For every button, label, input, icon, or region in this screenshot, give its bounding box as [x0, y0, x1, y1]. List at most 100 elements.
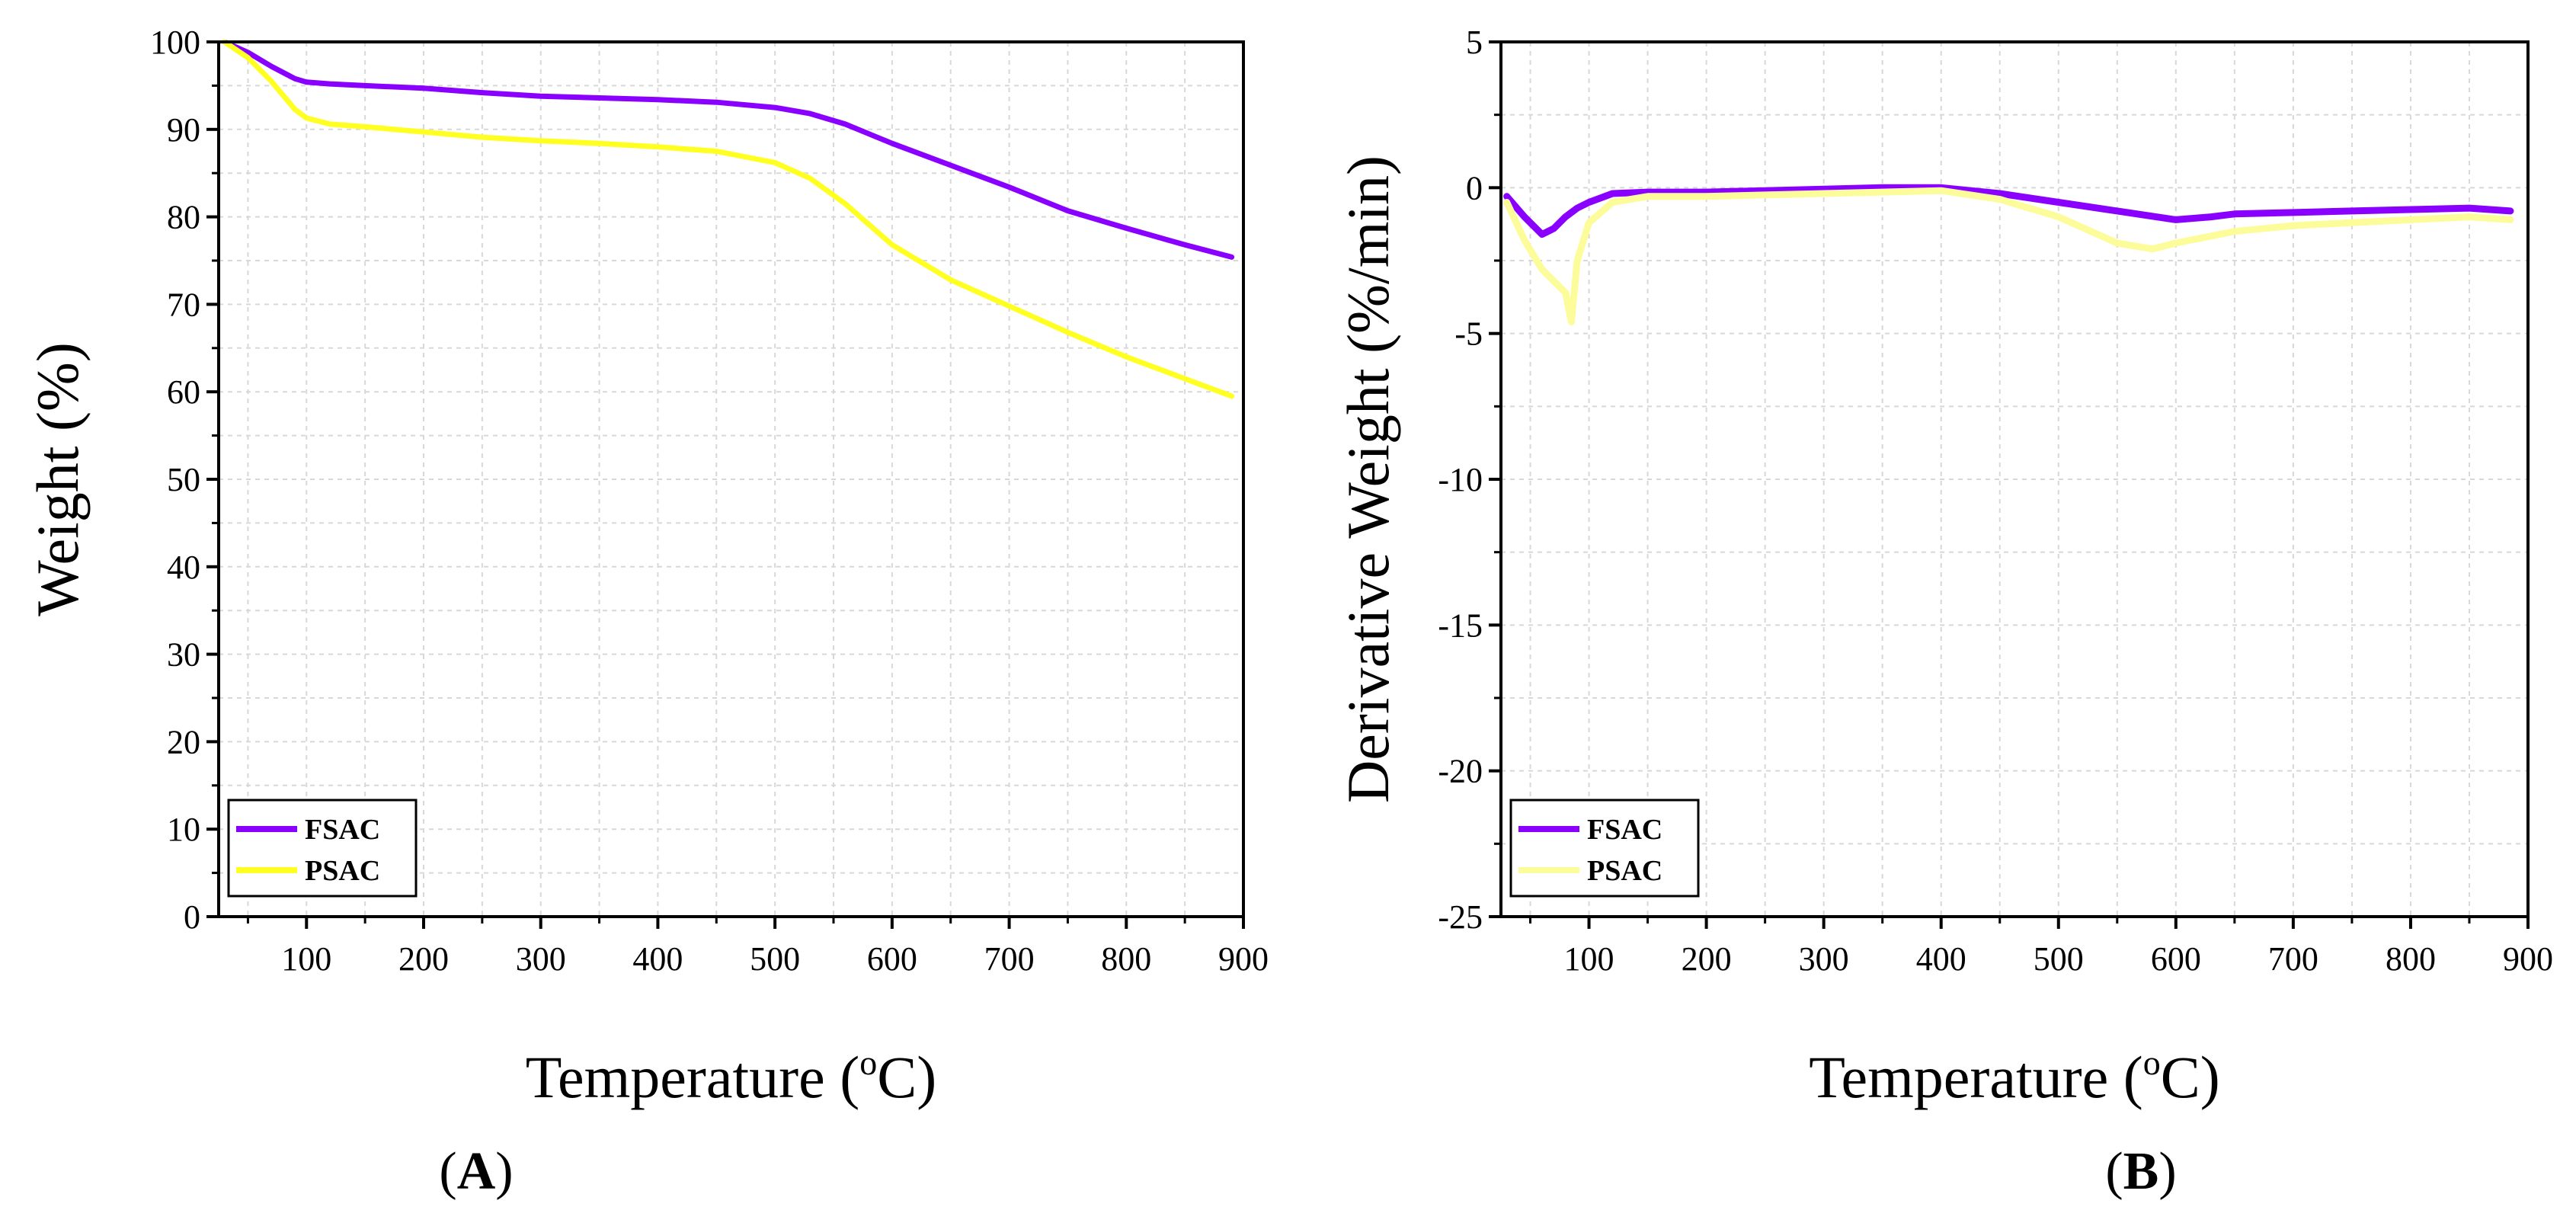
panel-b-y-axis-title: Derivative Weight (%/min)	[1335, 155, 1401, 803]
data-point-psac	[714, 149, 719, 154]
data-point-fsac	[1539, 232, 1544, 237]
data-point-fsac	[948, 162, 953, 168]
data-point-fsac	[1229, 254, 1234, 260]
data-point-psac	[245, 55, 251, 60]
data-point-fsac	[2209, 214, 2214, 219]
data-point-fsac	[2056, 200, 2061, 205]
x-tick-label: 500	[2034, 940, 2084, 978]
series-line-psac	[1503, 187, 2514, 325]
data-point-psac	[292, 107, 297, 112]
y-tick-label: 30	[167, 636, 200, 674]
x-tick-label: 900	[1218, 940, 1269, 978]
panel-a-grid	[219, 41, 1244, 917]
panel-a-label: (A)	[439, 1142, 513, 1201]
data-point-fsac	[1006, 184, 1012, 190]
panel-b-x-axis-title-end: C)	[2161, 1044, 2220, 1110]
x-tick-label: 400	[632, 940, 683, 978]
y-tick-label: 80	[167, 199, 200, 236]
y-tick-label: 70	[167, 286, 200, 323]
data-point-psac	[1938, 188, 1944, 194]
data-point-fsac	[1124, 226, 1129, 231]
x-tick-label: 800	[2386, 940, 2436, 978]
x-tick-label: 300	[1799, 940, 1849, 978]
data-point-psac	[2114, 241, 2120, 246]
data-point-fsac	[1575, 206, 1580, 211]
data-point-psac	[1124, 354, 1129, 360]
y-tick-label: 50	[167, 461, 200, 498]
x-tick-label: 800	[1101, 940, 1151, 978]
x-tick-label: 700	[2268, 940, 2318, 978]
data-point-psac	[889, 242, 894, 248]
x-tick-label: 900	[2503, 940, 2553, 978]
data-point-psac	[655, 144, 661, 149]
data-point-psac	[1704, 194, 1709, 199]
data-point-psac	[2466, 214, 2472, 219]
panel-b-legend: FSAC PSAC	[1509, 799, 1700, 898]
data-point-psac	[1504, 200, 1509, 205]
data-point-fsac	[773, 105, 778, 110]
data-point-psac	[1610, 200, 1615, 205]
panel-a-x-axis-title-sup: o	[859, 1043, 877, 1082]
legend-box	[227, 799, 418, 898]
panel-a: 100 200 300 400 500 600 700 800 900 0 10 20 30 40 50 60…	[24, 24, 1269, 1201]
panel-b-ticks: 100 200 300 400 500 600 700 800 900 -25 -20 -15 -10 -…	[1438, 24, 2553, 978]
x-tick-label: 700	[984, 940, 1035, 978]
data-point-fsac	[1065, 208, 1070, 213]
data-point-psac	[773, 160, 778, 165]
y-tick-label: 0	[184, 898, 200, 936]
data-point-fsac	[597, 95, 602, 101]
panel-a-legend: FSAC PSAC	[227, 799, 418, 898]
data-point-psac	[2290, 223, 2296, 229]
legend-label-psac: PSAC	[1587, 855, 1662, 887]
data-point-fsac	[2466, 206, 2472, 211]
data-point-psac	[1006, 303, 1012, 309]
data-point-psac	[328, 121, 333, 126]
series-line-psac	[222, 39, 1235, 399]
x-tick-label: 300	[516, 940, 566, 978]
y-tick-label: -20	[1438, 753, 1483, 790]
panel-b: 100 200 300 400 500 600 700 800 900 -25 -20 -15 -10 -…	[1335, 24, 2553, 1201]
data-point-psac	[1182, 376, 1188, 381]
data-point-fsac	[714, 100, 719, 105]
data-point-psac	[948, 277, 953, 283]
data-point-psac	[1821, 190, 1826, 196]
data-point-fsac	[1504, 194, 1509, 199]
data-point-fsac	[808, 111, 813, 117]
data-point-fsac	[1610, 190, 1615, 196]
legend-box	[1509, 799, 1700, 898]
data-point-psac	[2408, 217, 2413, 222]
data-point-psac	[1539, 267, 1544, 272]
panel-a-x-axis-title: Temperature (oC)	[526, 1043, 936, 1110]
data-point-fsac	[421, 85, 426, 91]
data-point-fsac	[1182, 242, 1188, 248]
panel-a-ticks: 100 200 300 400 500 600 700 800 900 0 10 20 30 40 50 60…	[150, 24, 1269, 978]
data-point-fsac	[304, 79, 309, 85]
data-point-psac	[1065, 330, 1070, 335]
panel-b-x-axis-title-sup: o	[2143, 1043, 2161, 1082]
data-point-psac	[421, 130, 426, 135]
data-point-fsac	[363, 83, 368, 88]
data-point-fsac	[2507, 208, 2513, 213]
y-tick-label: -25	[1438, 898, 1483, 936]
data-point-psac	[2507, 217, 2513, 222]
panel-a-series	[222, 39, 1235, 399]
data-point-psac	[2232, 229, 2237, 234]
data-point-psac	[1997, 197, 2002, 202]
x-tick-label: 100	[1564, 940, 1614, 978]
legend-label-psac: PSAC	[305, 855, 380, 887]
data-point-psac	[538, 138, 543, 143]
data-point-fsac	[1586, 200, 1592, 205]
panel-a-x-axis-title-start: Temperature (	[526, 1044, 859, 1110]
y-tick-label: -10	[1438, 461, 1483, 498]
data-point-fsac	[1551, 226, 1557, 231]
x-tick-label: 500	[750, 940, 800, 978]
data-point-psac	[1880, 190, 1885, 195]
series-line-fsac	[222, 39, 1235, 260]
data-point-psac	[843, 201, 848, 206]
data-point-fsac	[479, 90, 485, 95]
x-tick-label: 200	[1682, 940, 1732, 978]
panel-a-x-axis-title-end: C)	[877, 1044, 936, 1110]
data-point-fsac	[245, 50, 251, 55]
data-point-fsac	[2349, 208, 2354, 213]
